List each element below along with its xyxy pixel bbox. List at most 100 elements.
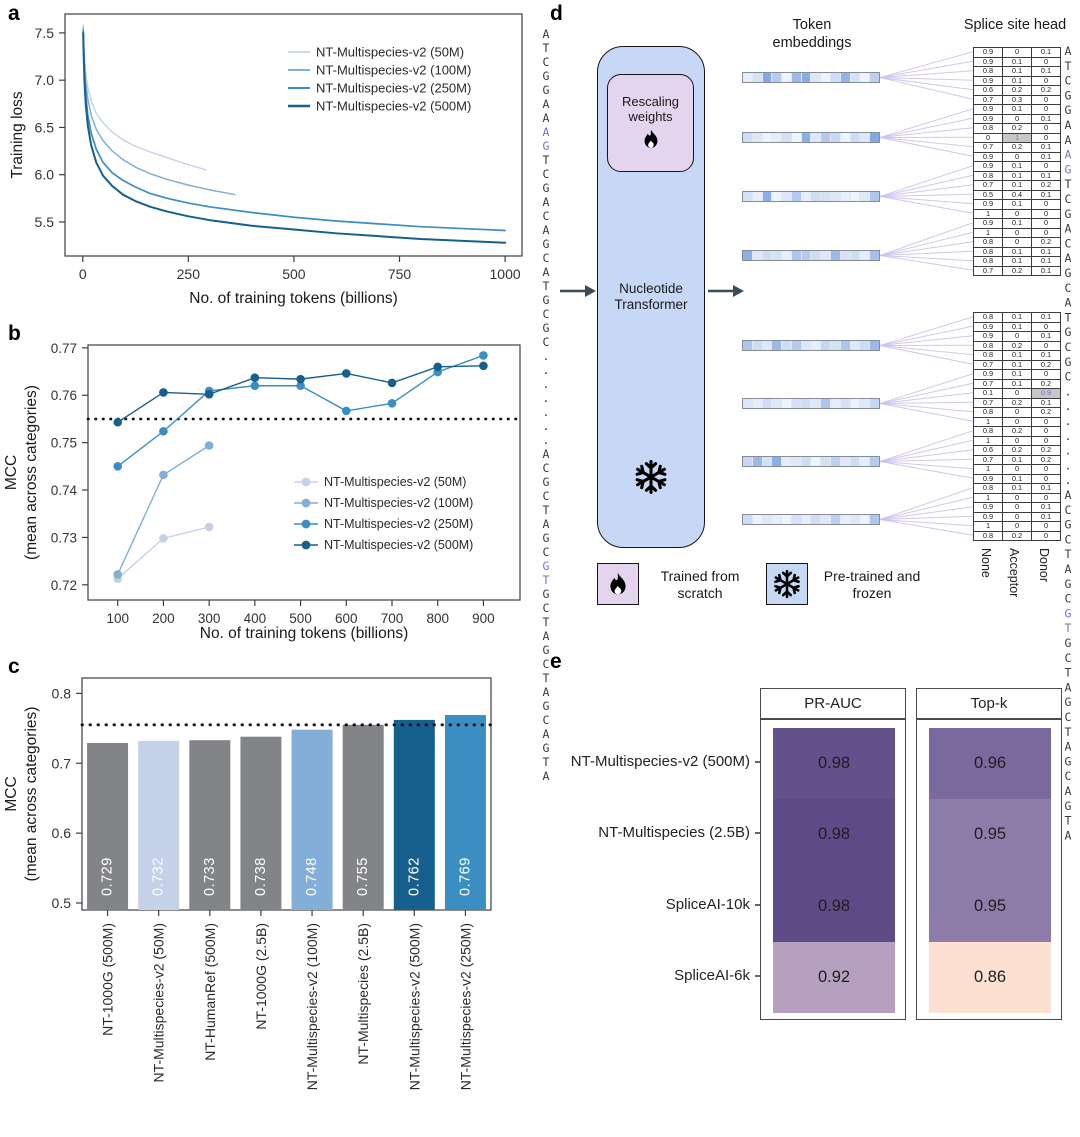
probability-cell: 0.9 — [974, 219, 1003, 229]
probability-cell: 0.1 — [1003, 313, 1032, 323]
snowflake-arm — [781, 582, 793, 599]
x-tick-label: NT-1000G (2.5B) — [253, 923, 269, 1030]
legend-label: NT-Multispecies-v2 (500M) — [316, 99, 471, 114]
snowflake-arm — [774, 573, 789, 586]
probability-cell: 0.9 — [974, 503, 1003, 513]
embedding-cell — [821, 457, 832, 466]
x-tick-label: 400 — [244, 611, 267, 626]
bar — [444, 715, 486, 910]
probability-cell: 0.1 — [1032, 503, 1061, 513]
embedding-cell — [743, 133, 753, 142]
embedding-cell — [782, 192, 792, 201]
snowflake-arm — [785, 582, 800, 595]
probability-cell: 0.2 — [1003, 427, 1032, 437]
probability-cell: 0.8 — [974, 171, 1003, 181]
probability-cell: 0.8 — [974, 427, 1003, 437]
embedding-cell — [870, 341, 879, 350]
fan-line — [880, 461, 973, 479]
probability-cell: 0.5 — [974, 190, 1003, 200]
probability-cell: 0.7 — [974, 143, 1003, 153]
embedding-vector — [742, 132, 880, 143]
embedding-cell — [840, 192, 851, 201]
x-tick-label: NT-Multispecies (2.5B) — [355, 923, 371, 1065]
probability-cell: 0.9 — [974, 332, 1003, 342]
fan-line — [880, 255, 973, 271]
embedding-cell — [860, 133, 871, 142]
embedding-cell — [831, 192, 841, 201]
embedding-cell — [752, 251, 763, 260]
fan-line — [880, 458, 973, 462]
probability-cell: 0.3 — [1003, 95, 1032, 105]
probability-cell: 0.2 — [1003, 143, 1032, 153]
probability-cell: 0.1 — [1003, 105, 1032, 115]
fan-line — [880, 325, 973, 346]
probability-cell: 0.1 — [1032, 313, 1061, 323]
heatmap-row-label: SpliceAI-6k — [674, 967, 750, 984]
probability-cell: 0 — [1003, 209, 1032, 219]
data-point — [296, 374, 305, 384]
snowflake-arm — [649, 475, 667, 490]
heatmap-cell: 0.92 — [773, 941, 895, 1013]
embedding-cell — [782, 515, 792, 524]
probability-table-block1: 0.9 0 0.1 0.9 0.1 0 0.8 0.1 0.1 0.9 0.1 0 0.6 0.2 0.2 0… — [973, 47, 1061, 276]
data-point — [204, 389, 214, 399]
probability-cell: 1 — [974, 417, 1003, 427]
bar-value-label: 0.769 — [457, 857, 473, 896]
embedding-cell — [840, 251, 851, 260]
data-point — [387, 378, 397, 388]
data-point — [433, 362, 443, 372]
embedding-cell — [772, 251, 783, 260]
embedding-cell — [831, 515, 841, 524]
probability-cell: 0.1 — [1032, 351, 1061, 361]
bar-value-label: 0.738 — [253, 857, 269, 896]
heatmap-cell: 0.98 — [773, 728, 895, 800]
embedding-cell — [743, 515, 753, 524]
plot-border — [81, 677, 492, 911]
trained-from-scratch-legend-box — [597, 563, 639, 605]
embedding-cell — [860, 457, 871, 466]
snowflake-icon — [598, 459, 704, 495]
y-tick-label: 0.7 — [52, 755, 72, 771]
x-tick-label: 600 — [335, 611, 358, 626]
probability-cell: 0.7 — [974, 266, 1003, 276]
embedding-cell — [791, 251, 802, 260]
sequence-segment: GCTAGCTAGCAGTA — [539, 587, 553, 783]
embedding-cell — [811, 192, 822, 201]
panel-e-label: e — [550, 650, 562, 673]
x-tick-label: 250 — [177, 266, 201, 282]
fan-line — [880, 222, 973, 256]
data-point — [204, 522, 214, 532]
probability-table-block2: 0.8 0.1 0.1 0.9 0.1 0 0.9 0 0.1 0.8 0.2 0 0.8 0.1 0.1 0… — [973, 312, 1061, 541]
arm-branch — [635, 478, 645, 484]
probability-cell: 0 — [1032, 493, 1061, 503]
plot-border — [87, 344, 521, 601]
mcc-vs-tokens-chart: 100 200 300 400 500 600 700 800 900 0.72 0.73 0.74 0… — [3, 341, 522, 642]
embedding-cell — [801, 73, 812, 82]
data-point — [159, 426, 168, 436]
x-tick-label: NT-Multispecies-v2 (100M) — [304, 923, 320, 1090]
data-point — [113, 570, 123, 579]
legend-label: NT-Multispecies-v2 (50M) — [316, 45, 464, 60]
x-tick-label: NT-HumanRef (500M) — [202, 923, 218, 1061]
head-column-label: Donor — [1037, 548, 1051, 583]
bar-value-label: 0.755 — [355, 857, 371, 896]
probability-cell: 1 — [974, 228, 1003, 238]
embedding-cell — [801, 192, 812, 201]
probability-cell: 0 — [1032, 370, 1061, 380]
embedding-cell — [831, 133, 841, 142]
arm-branch — [774, 584, 782, 590]
embedding-cell — [762, 515, 773, 524]
probability-cell: 0 — [1003, 114, 1032, 124]
embedding-cell — [850, 73, 861, 82]
probability-cell: 0 — [1032, 133, 1061, 143]
embedding-cell — [850, 457, 861, 466]
embedding-cell — [840, 73, 851, 82]
embedding-cell — [831, 251, 841, 260]
arrow-right-icon — [560, 285, 596, 297]
probability-cell: 0.1 — [1032, 398, 1061, 408]
embedding-cell — [743, 73, 753, 82]
probability-cell: 0 — [1003, 389, 1032, 399]
embedding-cell — [752, 192, 763, 201]
probability-cell: 0 — [1032, 417, 1061, 427]
probability-cell: 0 — [1032, 105, 1061, 115]
